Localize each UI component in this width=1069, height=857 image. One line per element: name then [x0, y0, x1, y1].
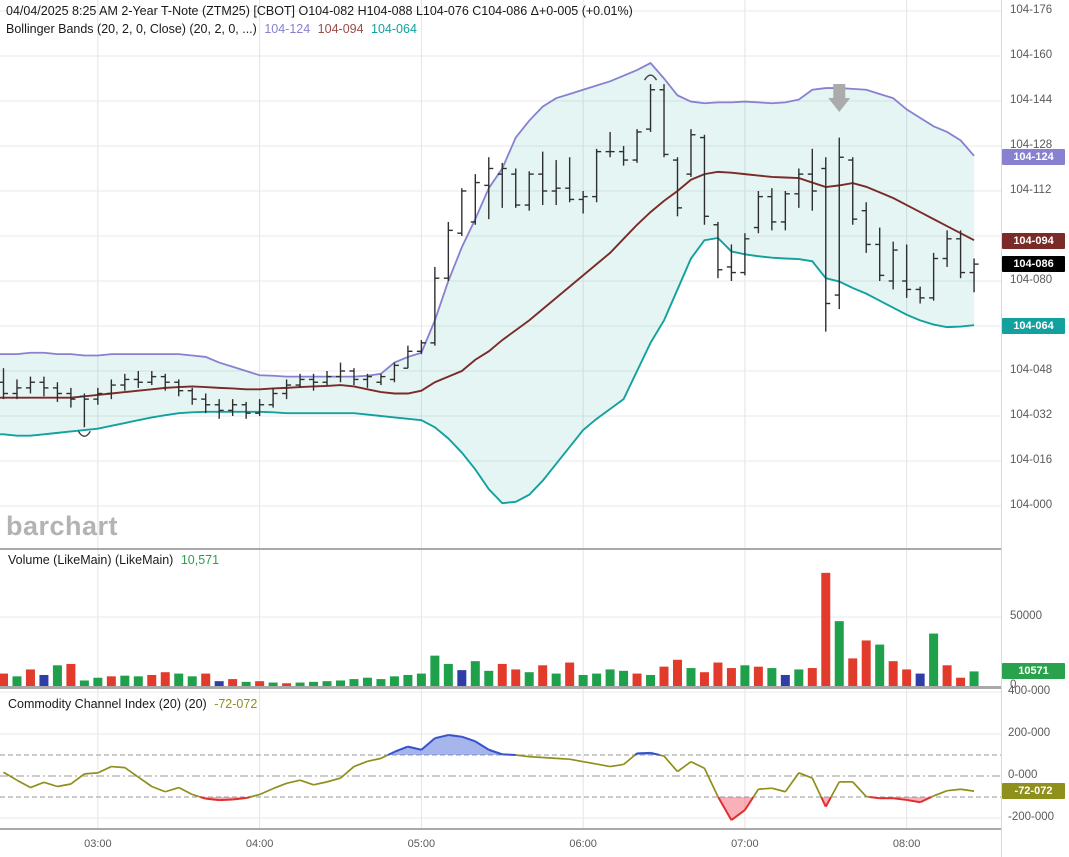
price-axis-label: 104-000	[1010, 499, 1053, 511]
cci-label: Commodity Channel Index (20) (20)	[8, 697, 207, 711]
time-axis-label: 05:00	[407, 838, 436, 850]
price-volume-separator[interactable]	[0, 548, 1001, 550]
price-axis-label: 104-144	[1010, 94, 1053, 106]
indicator-header: Bollinger Bands (20, 2, 0, Close) (20, 2…	[6, 22, 421, 36]
time-axis-label: 08:00	[892, 838, 921, 850]
price-axis-label: 104-080	[1010, 274, 1053, 286]
cci-axis-label: -200-000	[1008, 811, 1055, 823]
cci-axis-label: 200-000	[1008, 727, 1051, 739]
cci-timeaxis-separator	[0, 828, 1001, 830]
bollinger-middle-value: 104-094	[317, 22, 364, 36]
volume-value: 10,571	[180, 553, 220, 567]
bollinger-lower-value: 104-064	[371, 22, 417, 36]
bb-upper-price-badge: 104-124	[1002, 148, 1065, 165]
volume-panel-header: Volume (LikeMain) (LikeMain) 10,571	[8, 553, 219, 567]
cci-axis-label: 400-000	[1008, 685, 1051, 697]
price-axis-label: 104-032	[1010, 409, 1053, 421]
price-axis-label: 104-016	[1010, 454, 1053, 466]
volume-axis-label: 50000	[1010, 610, 1042, 622]
price-axis-label: 104-112	[1010, 184, 1052, 196]
price-axis-label: 104-048	[1010, 364, 1053, 376]
volume-label: Volume (LikeMain) (LikeMain)	[8, 553, 174, 567]
volume-axis-label: 0	[1010, 679, 1017, 691]
time-axis-label: 04:00	[245, 838, 274, 850]
price-axis-label: 104-160	[1010, 49, 1053, 61]
ohlc-header: 04/04/2025 8:25 AM 2-Year T-Note (ZTM25)…	[6, 4, 633, 18]
time-axis-label: 07:00	[731, 838, 759, 850]
price-axis-label: 104-128	[1010, 139, 1053, 151]
time-axis-label: 06:00	[569, 838, 597, 850]
bb-middle-price-badge: 104-094	[1002, 233, 1065, 250]
last-price-badge: 104-086	[1002, 255, 1065, 272]
volume-axis-badge: 10571	[1002, 662, 1065, 679]
bb-lower-price-badge: 104-064	[1002, 317, 1065, 334]
sell-signal-arrow-icon	[828, 84, 851, 112]
volume-cci-separator[interactable]	[0, 686, 1001, 689]
price-axis-label: 104-176	[1010, 4, 1053, 16]
barchart-logo: barchart	[6, 511, 119, 541]
cci-value: -72-072	[214, 697, 258, 711]
bollinger-upper-value: 104-124	[264, 22, 311, 36]
cci-axis-badge: -72-072	[1002, 782, 1065, 799]
price-axis-column	[1001, 0, 1069, 857]
time-axis-label: 03:00	[84, 838, 112, 850]
bollinger-label: Bollinger Bands (20, 2, 0, Close) (20, 2…	[6, 22, 257, 36]
ohlc-header-text: 04/04/2025 8:25 AM 2-Year T-Note (ZTM25)…	[6, 4, 633, 18]
cci-panel-header: Commodity Channel Index (20) (20) -72-07…	[8, 697, 257, 711]
cci-axis-label: 0-000	[1008, 769, 1038, 781]
